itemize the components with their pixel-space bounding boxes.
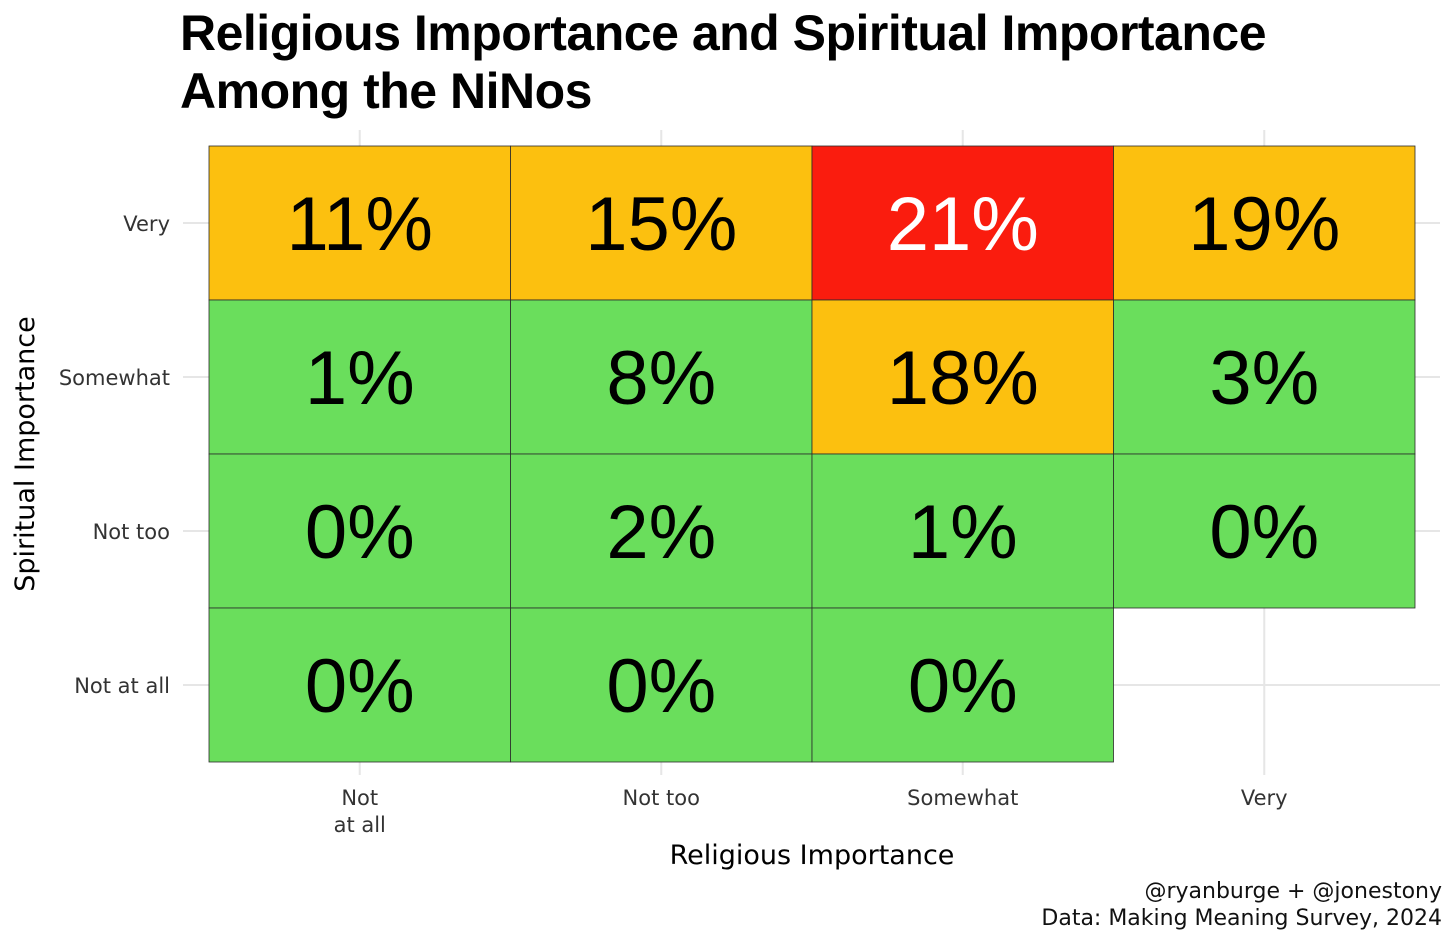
cell-value-label: 19% — [1188, 182, 1340, 267]
heatmap-cell — [811, 607, 1114, 763]
x-tick-label-line: Not too — [623, 786, 700, 810]
y-tick-label: Not too — [93, 520, 170, 544]
x-tick-label-line: Somewhat — [907, 786, 1018, 810]
y-axis-label: Spiritual Importance — [10, 316, 41, 591]
x-tick-label: Not too — [623, 786, 700, 810]
caption-credit: @ryanburge + @jonestony — [1144, 879, 1442, 904]
y-tick-label: Somewhat — [59, 366, 170, 390]
heatmap-cell — [208, 453, 511, 609]
heatmap-cell — [811, 145, 1114, 301]
heatmap-cell — [1113, 453, 1416, 609]
chart-title: Religious Importance and Spiritual Impor… — [180, 4, 1440, 120]
x-tick-label: Somewhat — [907, 786, 1018, 810]
cell-value-label: 15% — [585, 182, 737, 267]
cell-value-label: 0% — [305, 490, 415, 575]
cell-value-label: 0% — [305, 644, 415, 729]
heatmap-cell — [208, 607, 511, 763]
cell-value-label: 8% — [606, 336, 716, 421]
heatmap-cell — [811, 453, 1114, 609]
y-tick-label: Very — [123, 212, 170, 236]
heatmap-cell — [510, 453, 813, 609]
chart-title-line-2: Among the NiNos — [180, 63, 592, 119]
heatmap-cell — [510, 299, 813, 455]
cell-value-label: 21% — [887, 182, 1039, 267]
heatmap-cell — [510, 145, 813, 301]
chart-caption: @ryanburge + @jonestony Data: Making Mea… — [1041, 878, 1442, 932]
cell-value-label: 0% — [1209, 490, 1319, 575]
chart-title-line-1: Religious Importance and Spiritual Impor… — [180, 5, 1267, 61]
cell-value-label: 0% — [908, 644, 1018, 729]
heatmap-cell — [510, 607, 813, 763]
heatmap-cell — [208, 145, 511, 301]
heatmap-cell — [208, 299, 511, 455]
x-tick-label: Very — [1241, 786, 1288, 810]
heatmap-cell — [1113, 299, 1416, 455]
cell-value-label: 2% — [606, 490, 716, 575]
x-tick-label-line: Very — [1241, 786, 1288, 810]
y-tick-label: Not at all — [74, 674, 170, 698]
cell-value-label: 11% — [287, 182, 433, 267]
heatmap-cell — [1113, 145, 1416, 301]
cell-value-label: 1% — [305, 336, 415, 421]
cell-value-label: 0% — [606, 644, 716, 729]
x-tick-label-line: Not — [341, 786, 378, 810]
x-tick-label: Not at all — [334, 786, 386, 837]
x-axis-label: Religious Importance — [670, 840, 955, 871]
cell-value-label: 18% — [887, 336, 1039, 421]
caption-source: Data: Making Meaning Survey, 2024 — [1041, 906, 1442, 931]
x-tick-label-line: at all — [334, 813, 386, 837]
cell-value-label: 1% — [908, 490, 1018, 575]
heatmap-cell — [811, 299, 1114, 455]
cell-value-label: 3% — [1209, 336, 1319, 421]
